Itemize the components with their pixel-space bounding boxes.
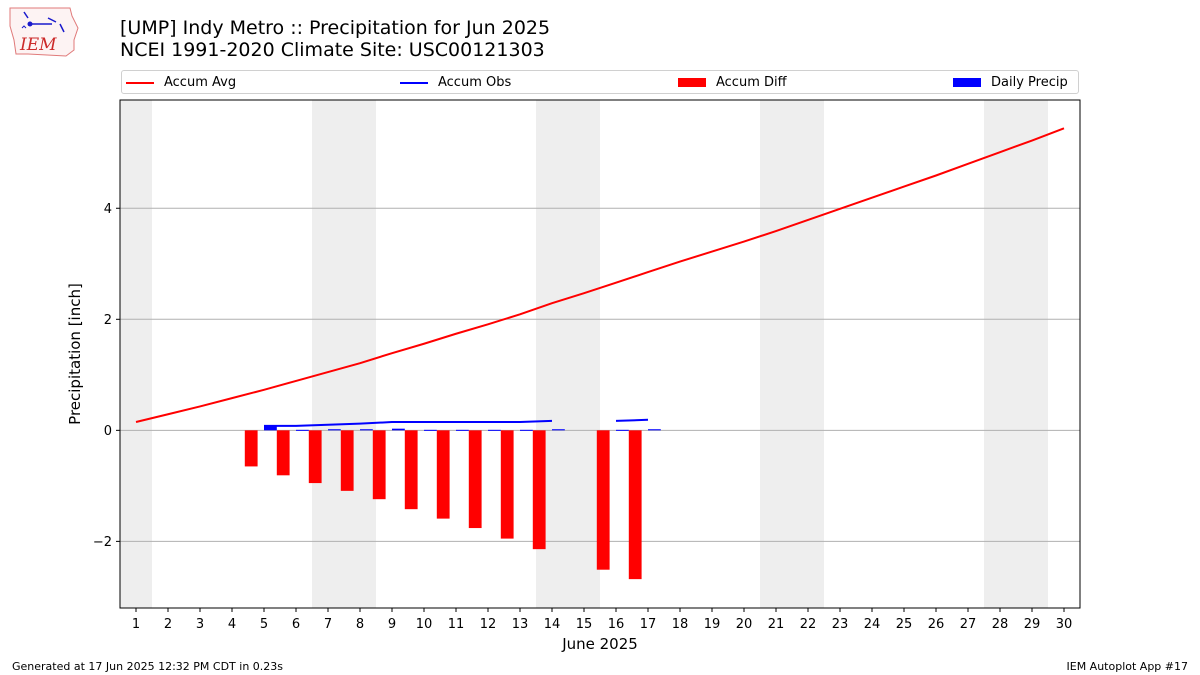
x-tick-label: 14	[544, 617, 561, 632]
accum-diff-bar	[244, 430, 258, 467]
legend-label-accum-obs: Accum Obs	[438, 75, 512, 90]
y-tick-label: −2	[93, 535, 112, 550]
legend-item-daily-precip: Daily Precip	[953, 74, 1068, 92]
legend-label-accum-diff: Accum Diff	[716, 75, 787, 90]
accum-diff-bar	[500, 430, 514, 539]
x-tick-label: 12	[480, 617, 497, 632]
x-tick-label: 21	[768, 617, 785, 632]
x-tick-label: 3	[196, 617, 204, 632]
x-tick-label: 13	[512, 617, 529, 632]
x-tick-label: 17	[640, 617, 657, 632]
daily-precip-bar	[456, 429, 469, 431]
accum-diff-bar	[308, 430, 322, 484]
y-axis-label: Precipitation [inch]	[66, 283, 84, 425]
accum-avg-line	[135, 127, 1065, 423]
x-tick-label: 11	[448, 617, 465, 632]
x-tick-label: 23	[832, 617, 849, 632]
accum-diff-bar	[596, 430, 610, 570]
legend-swatch-accum-diff	[678, 78, 706, 87]
accum-diff-bar	[532, 430, 546, 550]
x-tick-label: 4	[228, 617, 236, 632]
x-tick-label: 8	[356, 617, 364, 632]
daily-precip-bar	[296, 429, 309, 431]
x-tick-label: 16	[608, 617, 625, 632]
legend-swatch-accum-obs	[400, 81, 428, 84]
daily-precip-bar	[648, 429, 661, 431]
legend-item-accum-obs: Accum Obs	[400, 74, 511, 92]
accum-diff-bar	[276, 430, 290, 476]
weekend-band-0	[120, 100, 152, 608]
x-tick-label: 22	[800, 617, 817, 632]
x-tick-label: 24	[864, 617, 881, 632]
x-tick-label: 5	[260, 617, 268, 632]
accum-obs-line-1	[615, 418, 649, 422]
accum-diff-bar	[628, 430, 642, 580]
daily-precip-bar	[360, 429, 373, 431]
weekend-band-1	[312, 100, 376, 608]
daily-precip-bar	[552, 429, 565, 431]
x-tick-label: 28	[992, 617, 1009, 632]
legend-swatch-accum-avg	[126, 81, 154, 84]
x-axis-label: June 2025	[561, 635, 638, 653]
accum-obs-line-0	[264, 419, 553, 427]
daily-precip-bar	[424, 429, 437, 431]
y-tick-label: 4	[104, 202, 112, 217]
footer-generated: Generated at 17 Jun 2025 12:32 PM CDT in…	[12, 660, 284, 673]
x-tick-label: 7	[324, 617, 332, 632]
daily-precip-bar	[520, 429, 533, 431]
x-tick-label: 10	[416, 617, 433, 632]
accum-diff-bar	[436, 430, 450, 519]
legend-item-accum-avg: Accum Avg	[126, 74, 236, 92]
x-tick-label: 6	[292, 617, 300, 632]
iowa-map-icon: IEM	[9, 7, 79, 57]
x-tick-label: 1	[132, 617, 140, 632]
x-tick-label: 19	[704, 617, 721, 632]
x-tick-label: 26	[928, 617, 945, 632]
weekend-band-4	[984, 100, 1048, 608]
daily-precip-bar	[392, 428, 405, 431]
legend-label-accum-avg: Accum Avg	[164, 75, 237, 90]
x-tick-label: 2	[164, 617, 172, 632]
weekend-band-2	[536, 100, 600, 608]
y-tick-label: 2	[104, 313, 112, 328]
x-tick-label: 18	[672, 617, 689, 632]
x-tick-label: 30	[1056, 617, 1073, 632]
accum-diff-bar	[468, 430, 482, 529]
legend-item-accum-diff: Accum Diff	[678, 74, 787, 92]
legend-label-daily-precip: Daily Precip	[991, 75, 1068, 90]
x-tick-label: 15	[576, 617, 593, 632]
footer-app: IEM Autoplot App #17	[1066, 660, 1189, 673]
plot-area-frame	[119, 99, 1081, 609]
iem-logo: IEM	[8, 6, 80, 62]
x-tick-label: 9	[388, 617, 396, 632]
x-tick-label: 29	[1024, 617, 1041, 632]
accum-diff-bar	[372, 430, 386, 500]
chart-legend: Accum Avg Accum Obs Accum Diff Daily Pre…	[121, 70, 1079, 94]
x-tick-label: 27	[960, 617, 977, 632]
chart-title: [UMP] Indy Metro :: Precipitation for Ju…	[120, 17, 551, 39]
x-tick-label: 25	[896, 617, 913, 632]
daily-precip-bar	[328, 429, 341, 431]
logo-text: IEM	[19, 35, 57, 55]
legend-swatch-daily-precip	[953, 78, 981, 87]
daily-precip-bar	[616, 429, 629, 431]
chart-subtitle: NCEI 1991-2020 Climate Site: USC00121303	[120, 39, 545, 61]
accum-diff-bar	[340, 430, 354, 491]
x-tick-label: 20	[736, 617, 753, 632]
y-tick-label: 0	[104, 424, 112, 439]
daily-precip-bar	[488, 429, 501, 431]
weekend-band-3	[760, 100, 824, 608]
daily-precip-bar	[264, 425, 277, 431]
accum-diff-bar	[404, 430, 418, 510]
